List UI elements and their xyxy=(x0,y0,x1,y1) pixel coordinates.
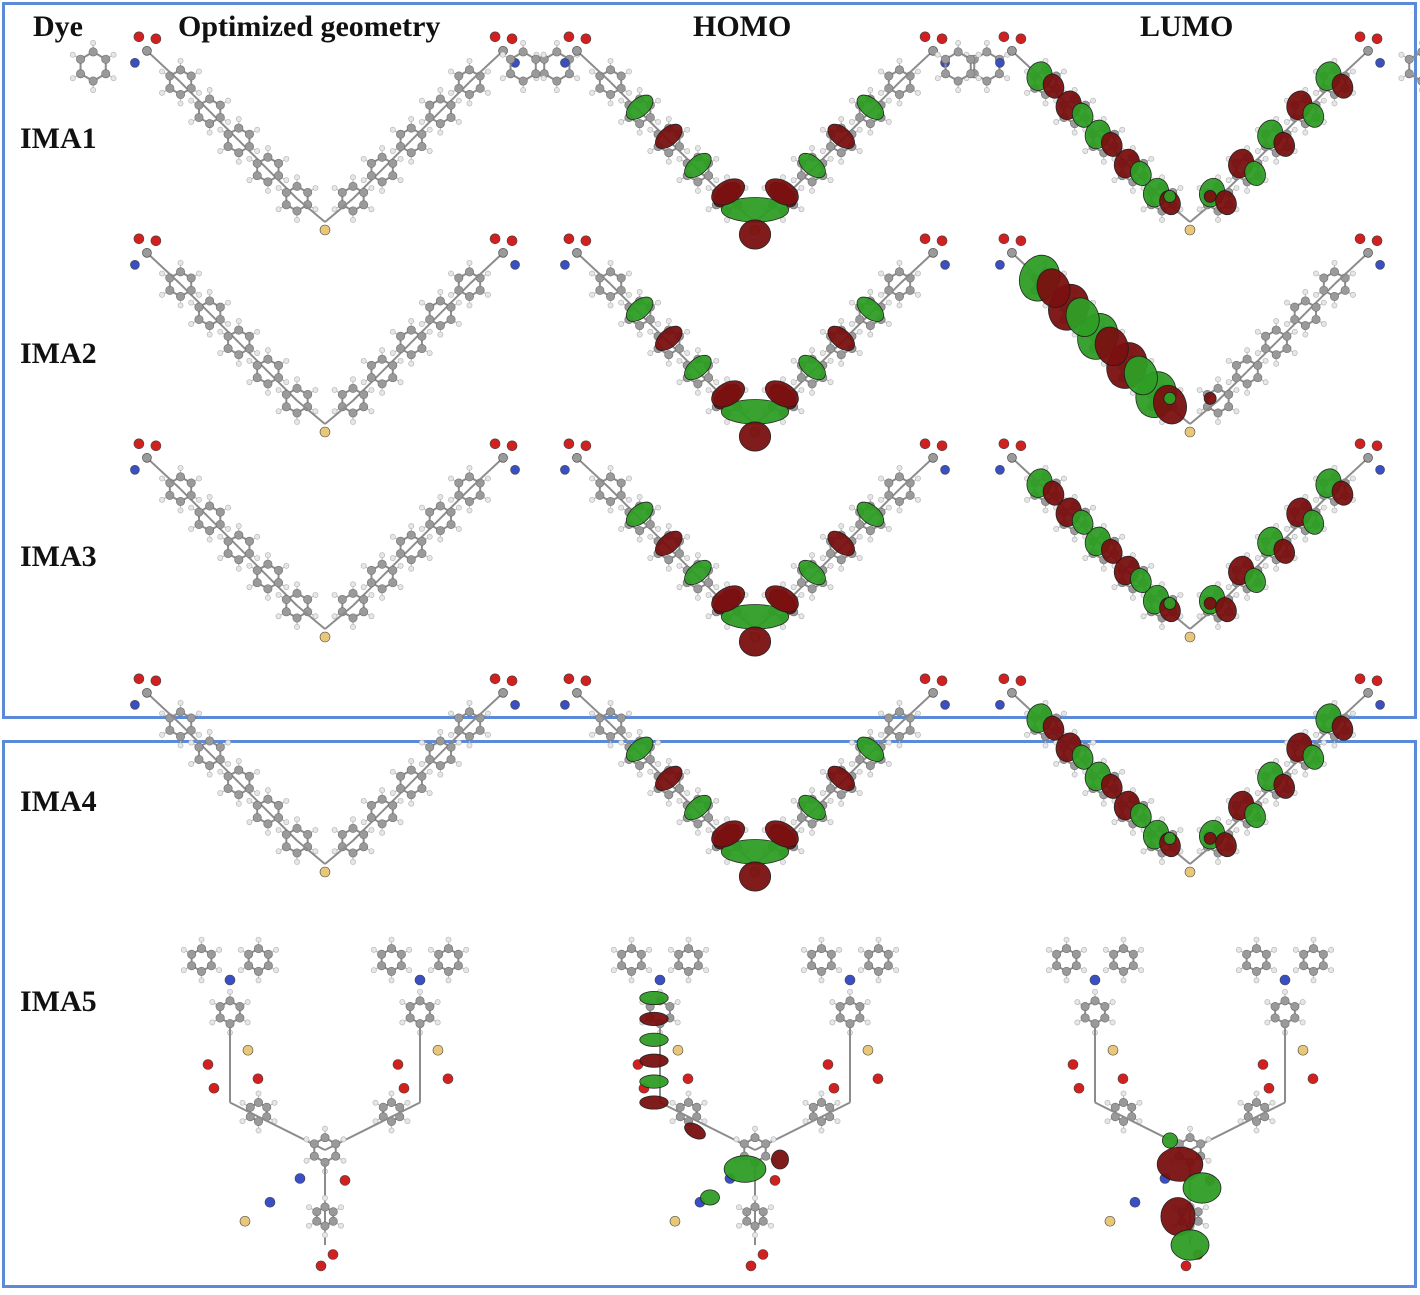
header-dye: Dye xyxy=(33,10,83,43)
molecule-ima3-lumo xyxy=(995,438,1385,643)
molecule-ima3-homo xyxy=(560,438,950,657)
panel-group-bottom xyxy=(2,740,1417,1288)
dye-label-ima2: IMA2 xyxy=(20,337,97,370)
header-optimized-geometry: Optimized geometry xyxy=(178,10,441,43)
molecule-ima2-homo xyxy=(560,233,950,452)
header-homo: HOMO xyxy=(693,10,792,43)
dye-label-ima5: IMA5 xyxy=(20,985,97,1018)
molecule-ima4-geometry xyxy=(130,673,520,878)
dye-label-ima3: IMA3 xyxy=(20,540,97,573)
molecule-ima5-geometry xyxy=(180,936,470,1272)
molecule-ima4-lumo xyxy=(995,673,1385,878)
molecule-ima1-geometry xyxy=(69,31,581,236)
molecule-ima4-homo xyxy=(560,673,950,892)
molecule-ima3-geometry xyxy=(130,438,520,643)
dye-label-ima1: IMA1 xyxy=(20,122,97,155)
molecule-ima5-homo xyxy=(610,936,900,1272)
dye-label-ima4: IMA4 xyxy=(20,785,97,818)
header-lumo: LUMO xyxy=(1140,10,1234,43)
molecule-ima1-homo xyxy=(499,31,1011,250)
molecule-ima2-geometry xyxy=(130,233,520,438)
panel-group-top xyxy=(2,2,1417,719)
molecule-ima1-lumo xyxy=(934,31,1420,236)
molecule-ima2-lumo xyxy=(995,233,1385,438)
molecule-ima5-lumo xyxy=(1045,936,1335,1272)
